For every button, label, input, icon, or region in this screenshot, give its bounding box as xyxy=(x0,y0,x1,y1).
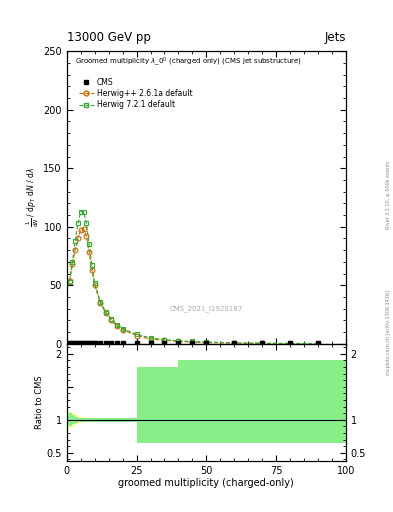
CMS xyxy=(67,340,72,346)
Text: Rivet 3.1.10, ≥ 500k events: Rivet 3.1.10, ≥ 500k events xyxy=(386,160,391,229)
Herwig 7.2.1 default xyxy=(92,280,97,286)
CMS xyxy=(90,340,94,346)
Herwig 7.2.1 default xyxy=(70,259,75,265)
Herwig 7.2.1 default xyxy=(260,340,264,346)
CMS xyxy=(316,340,320,346)
Herwig 7.2.1 default xyxy=(115,322,119,328)
CMS xyxy=(87,340,92,346)
Text: Jets: Jets xyxy=(324,31,346,44)
Herwig 7.2.1 default xyxy=(67,279,72,285)
CMS xyxy=(162,340,167,346)
X-axis label: groomed multiplicity (charged-only): groomed multiplicity (charged-only) xyxy=(118,478,294,488)
CMS xyxy=(92,340,97,346)
Text: 13000 GeV pp: 13000 GeV pp xyxy=(67,31,151,44)
Herwig 7.2.1 default xyxy=(204,339,209,345)
Herwig++ 2.6.1a default xyxy=(204,339,209,346)
Herwig 7.2.1 default xyxy=(316,340,320,347)
CMS xyxy=(109,340,114,346)
Herwig 7.2.1 default xyxy=(176,338,181,344)
Herwig++ 2.6.1a default xyxy=(98,300,103,306)
CMS xyxy=(176,340,181,346)
Herwig 7.2.1 default xyxy=(79,208,83,215)
Line: Herwig++ 2.6.1a default: Herwig++ 2.6.1a default xyxy=(67,227,320,346)
Text: CMS_2021_I1920187: CMS_2021_I1920187 xyxy=(170,305,243,312)
Herwig 7.2.1 default xyxy=(134,331,139,337)
Herwig++ 2.6.1a default xyxy=(260,340,264,347)
CMS xyxy=(70,340,75,346)
CMS xyxy=(81,340,86,346)
Herwig++ 2.6.1a default xyxy=(288,340,292,347)
CMS xyxy=(98,340,103,346)
Herwig++ 2.6.1a default xyxy=(84,233,89,239)
CMS xyxy=(134,340,139,346)
Herwig 7.2.1 default xyxy=(87,241,92,247)
CMS xyxy=(204,340,209,346)
Herwig 7.2.1 default xyxy=(98,298,103,305)
Text: Groomed multiplicity $\lambda\_0^0$ (charged only) (CMS jet substructure): Groomed multiplicity $\lambda\_0^0$ (cha… xyxy=(75,56,302,69)
CMS xyxy=(79,340,83,346)
Herwig++ 2.6.1a default xyxy=(134,332,139,338)
Herwig++ 2.6.1a default xyxy=(87,249,92,255)
Herwig++ 2.6.1a default xyxy=(73,247,77,253)
Herwig 7.2.1 default xyxy=(148,335,153,341)
Herwig 7.2.1 default xyxy=(90,262,94,268)
Text: mcplots.cern.ch [arXiv:1306.3436]: mcplots.cern.ch [arXiv:1306.3436] xyxy=(386,290,391,375)
Herwig++ 2.6.1a default xyxy=(103,310,108,316)
Herwig++ 2.6.1a default xyxy=(148,336,153,342)
Herwig++ 2.6.1a default xyxy=(92,282,97,288)
Legend: CMS, Herwig++ 2.6.1a default, Herwig 7.2.1 default: CMS, Herwig++ 2.6.1a default, Herwig 7.2… xyxy=(76,75,195,112)
CMS xyxy=(120,340,125,346)
Herwig 7.2.1 default xyxy=(103,309,108,315)
Herwig++ 2.6.1a default xyxy=(90,267,94,273)
CMS xyxy=(148,340,153,346)
Herwig 7.2.1 default xyxy=(190,338,195,345)
Herwig 7.2.1 default xyxy=(162,336,167,343)
Herwig 7.2.1 default xyxy=(73,238,77,244)
Herwig 7.2.1 default xyxy=(288,340,292,347)
CMS xyxy=(103,340,108,346)
Herwig 7.2.1 default xyxy=(120,326,125,332)
Herwig 7.2.1 default xyxy=(81,208,86,215)
Herwig++ 2.6.1a default xyxy=(67,278,72,284)
Herwig 7.2.1 default xyxy=(75,220,80,226)
CMS xyxy=(190,340,195,346)
CMS xyxy=(73,340,77,346)
CMS xyxy=(260,340,264,346)
Herwig++ 2.6.1a default xyxy=(316,340,320,347)
CMS xyxy=(288,340,292,346)
Herwig 7.2.1 default xyxy=(232,340,237,346)
Herwig++ 2.6.1a default xyxy=(232,340,237,346)
CMS xyxy=(232,340,237,346)
Y-axis label: $\frac{1}{\mathrm{d}N}$ / $\mathrm{d}p_\mathrm{T}$ $\mathrm{d}N$ / $\mathrm{d}\l: $\frac{1}{\mathrm{d}N}$ / $\mathrm{d}p_\… xyxy=(24,167,40,227)
Herwig++ 2.6.1a default xyxy=(81,226,86,232)
Herwig++ 2.6.1a default xyxy=(109,317,114,324)
Herwig++ 2.6.1a default xyxy=(75,236,80,242)
Herwig 7.2.1 default xyxy=(109,316,114,322)
CMS xyxy=(84,340,89,346)
Herwig++ 2.6.1a default xyxy=(120,327,125,333)
Herwig++ 2.6.1a default xyxy=(162,337,167,344)
CMS xyxy=(75,340,80,346)
Herwig++ 2.6.1a default xyxy=(115,323,119,329)
Y-axis label: Ratio to CMS: Ratio to CMS xyxy=(35,375,44,429)
Herwig 7.2.1 default xyxy=(84,220,89,226)
Herwig++ 2.6.1a default xyxy=(79,227,83,233)
Line: Herwig 7.2.1 default: Herwig 7.2.1 default xyxy=(67,209,320,346)
Line: CMS: CMS xyxy=(68,342,320,345)
CMS xyxy=(115,340,119,346)
Herwig++ 2.6.1a default xyxy=(176,338,181,345)
Herwig++ 2.6.1a default xyxy=(190,339,195,345)
Herwig++ 2.6.1a default xyxy=(70,261,75,267)
